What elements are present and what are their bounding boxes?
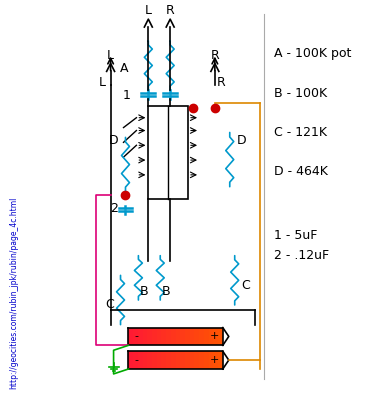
Bar xyxy=(128,351,133,369)
Text: A: A xyxy=(120,62,128,75)
Text: L: L xyxy=(99,76,106,89)
Bar xyxy=(157,327,161,345)
Bar xyxy=(166,351,171,369)
Text: -: - xyxy=(135,355,138,365)
Bar xyxy=(218,351,223,369)
Bar xyxy=(209,351,213,369)
Bar xyxy=(143,351,147,369)
Bar xyxy=(185,327,190,345)
Bar xyxy=(171,351,176,369)
Bar xyxy=(152,327,157,345)
Text: C: C xyxy=(242,279,251,292)
Bar xyxy=(209,327,213,345)
Bar xyxy=(138,351,143,369)
Bar xyxy=(166,327,171,345)
Text: +: + xyxy=(210,331,219,341)
Bar xyxy=(213,351,218,369)
Text: L: L xyxy=(145,4,152,17)
Text: R: R xyxy=(216,76,225,89)
Bar xyxy=(133,327,138,345)
Bar xyxy=(185,351,190,369)
Bar xyxy=(190,327,194,345)
Bar xyxy=(180,351,185,369)
Text: 2 - .12uF: 2 - .12uF xyxy=(274,249,329,262)
Bar xyxy=(133,351,138,369)
Bar xyxy=(161,351,166,369)
Bar xyxy=(204,351,209,369)
Text: A - 100K pot: A - 100K pot xyxy=(274,47,352,60)
Bar xyxy=(143,327,147,345)
Bar xyxy=(147,327,152,345)
Bar xyxy=(157,351,161,369)
Text: +: + xyxy=(210,355,219,365)
Bar xyxy=(152,351,157,369)
Bar xyxy=(194,351,199,369)
Bar xyxy=(176,351,180,369)
Bar xyxy=(204,327,209,345)
Text: B - 100K: B - 100K xyxy=(274,87,328,99)
Text: B: B xyxy=(162,285,170,298)
Bar xyxy=(161,327,166,345)
Text: C - 121K: C - 121K xyxy=(274,126,328,139)
Bar xyxy=(199,351,204,369)
Bar xyxy=(148,106,188,200)
Text: B: B xyxy=(140,285,149,298)
Bar xyxy=(213,327,218,345)
Bar xyxy=(218,327,223,345)
Bar xyxy=(180,327,185,345)
Text: C: C xyxy=(105,299,114,311)
Bar xyxy=(194,327,199,345)
Text: -: - xyxy=(135,331,138,341)
Text: D: D xyxy=(237,134,246,147)
Text: R: R xyxy=(210,49,219,61)
Text: D: D xyxy=(109,134,119,147)
Text: L: L xyxy=(107,49,114,61)
Bar xyxy=(199,327,204,345)
Text: 1: 1 xyxy=(123,89,130,101)
Bar xyxy=(128,327,133,345)
Bar xyxy=(190,351,194,369)
Text: http://geocities.com/rubin_jpk/rubin/page_4c.html: http://geocities.com/rubin_jpk/rubin/pag… xyxy=(9,196,18,389)
Text: 1 - 5uF: 1 - 5uF xyxy=(274,229,318,242)
Bar xyxy=(171,327,176,345)
Text: D - 464K: D - 464K xyxy=(274,166,328,179)
Bar xyxy=(138,327,143,345)
Text: R: R xyxy=(166,4,175,17)
Text: 2: 2 xyxy=(110,202,117,215)
Bar xyxy=(147,351,152,369)
Bar xyxy=(176,327,180,345)
